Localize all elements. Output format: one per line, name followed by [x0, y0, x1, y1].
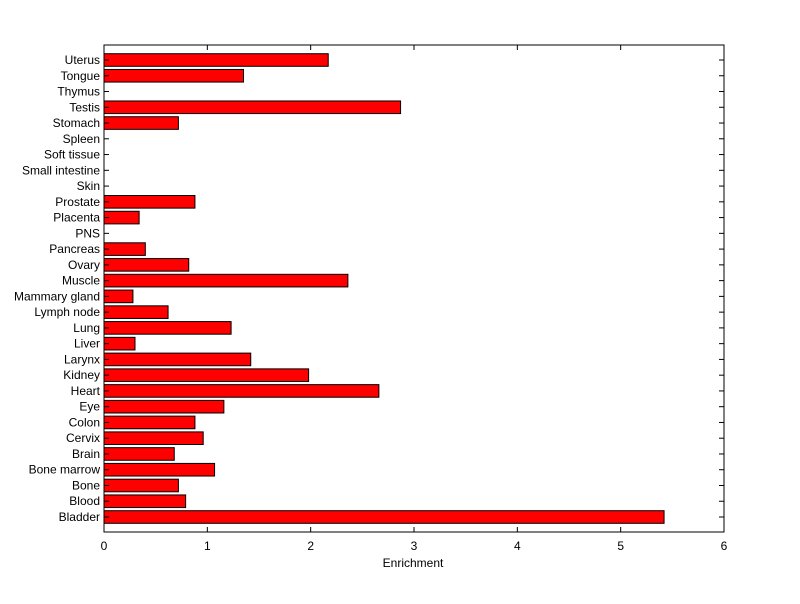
y-tick-label: Bladder: [59, 510, 100, 524]
y-tick-label: Small intestine: [22, 163, 100, 177]
y-tick-label: Lung: [73, 321, 100, 335]
bar: [103, 399, 225, 414]
bar: [103, 321, 232, 335]
y-tick-label: Brain: [72, 447, 100, 461]
y-tick-label: Testis: [69, 100, 100, 114]
bar: [103, 368, 310, 382]
y-tick-label: Tongue: [61, 69, 101, 83]
bar: [103, 494, 187, 509]
bar: [103, 116, 179, 130]
ticks-layer: [103, 45, 725, 532]
y-tick-label: Placenta: [53, 211, 100, 225]
x-tick-label: 6: [721, 539, 728, 553]
x-tick-label: 5: [617, 539, 624, 553]
y-tick-label: Prostate: [55, 195, 100, 209]
y-tick-label: Mammary gland: [14, 289, 100, 303]
bar: [103, 305, 169, 319]
y-tick-label: Eye: [79, 400, 100, 414]
plot-frame: [103, 44, 725, 533]
y-tick-label: Kidney: [63, 368, 100, 382]
y-tick-label: Bone: [72, 478, 100, 492]
y-tick-label: Skin: [77, 179, 100, 193]
bar: [103, 100, 402, 115]
bar: [103, 352, 252, 367]
bar: [103, 210, 140, 225]
y-tick-label: Ovary: [68, 258, 100, 272]
bar: [103, 384, 380, 398]
bar: [103, 431, 204, 446]
x-tick-label: 4: [514, 539, 521, 553]
bar: [103, 415, 196, 430]
y-tick-label: Bone marrow: [29, 463, 101, 477]
x-axis-label: Enrichment: [383, 556, 444, 570]
y-tick-label: Cervix: [66, 431, 100, 445]
y-tick-label: Blood: [69, 494, 100, 508]
bar: [103, 195, 196, 209]
y-tick-label: Larynx: [64, 352, 100, 366]
y-tick-label: Stomach: [53, 116, 100, 130]
y-tick-label: Spleen: [63, 132, 100, 146]
y-tick-label: Pancreas: [49, 242, 100, 256]
bar: [103, 68, 244, 83]
x-tick-label: 0: [101, 539, 108, 553]
y-tick-label: Soft tissue: [44, 148, 100, 162]
y-tick-label: PNS: [75, 226, 100, 240]
bar: [103, 258, 190, 272]
y-tick-label: Liver: [74, 337, 100, 351]
bar: [103, 447, 175, 461]
x-tick-label: 2: [307, 539, 314, 553]
y-tick-label: Thymus: [57, 85, 100, 99]
x-tick-label: 3: [411, 539, 418, 553]
y-tick-label: Heart: [71, 384, 101, 398]
bar: [103, 510, 665, 524]
bar: [103, 462, 216, 477]
bar: [103, 273, 349, 288]
bar: [103, 53, 329, 67]
bar: [103, 242, 146, 256]
y-tick-label: Uterus: [65, 53, 100, 67]
y-tick-label: Muscle: [62, 274, 100, 288]
bar: [103, 478, 179, 493]
y-tick-label: Colon: [69, 415, 100, 429]
x-tick-label: 1: [204, 539, 211, 553]
y-tick-label: Lymph node: [34, 305, 100, 319]
